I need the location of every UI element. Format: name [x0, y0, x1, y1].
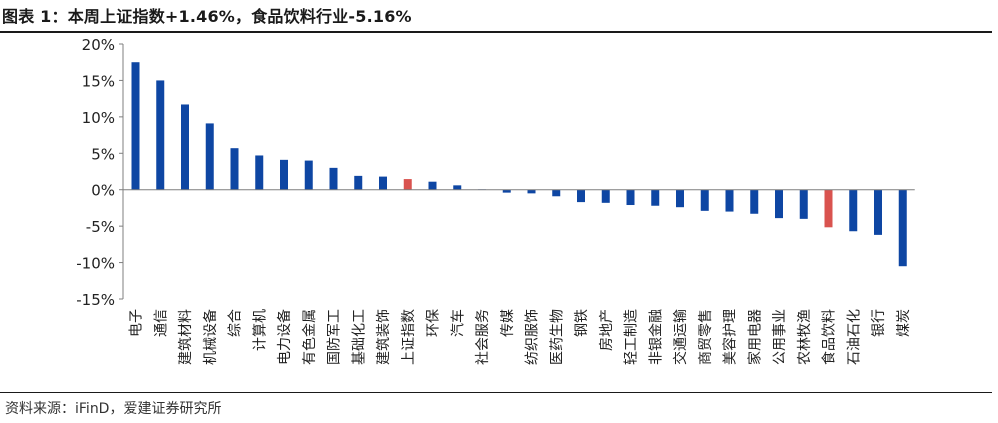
- y-tick-label: -15%: [76, 291, 115, 309]
- chart-title: 图表 1：本周上证指数+1.46%，食品饮料行业-5.16%: [2, 7, 412, 26]
- bar-15: [502, 189, 511, 193]
- bar-7: [304, 160, 313, 190]
- bar-16: [527, 189, 536, 194]
- bar-5: [255, 155, 264, 190]
- bar-1: [156, 80, 165, 190]
- bar-23: [700, 189, 709, 211]
- x-tick-label: 综合: [228, 309, 244, 337]
- y-axis: 20% 15% 10% 5% 0% -5% -10% -15%: [76, 36, 124, 309]
- x-tick-label: 环保: [426, 309, 442, 337]
- x-tick-label: 农林牧渔: [797, 309, 813, 365]
- x-tick-label: 轻工制造: [624, 309, 640, 365]
- x-tick-label: 电力设备: [276, 309, 293, 365]
- x-tick-label: 通信: [153, 309, 169, 337]
- x-tick-label: 汽车: [449, 309, 466, 337]
- bar-4: [230, 148, 239, 190]
- x-tick-label: 电子: [129, 309, 145, 337]
- y-tick-label: 10%: [82, 109, 115, 127]
- y-tick-label: 5%: [91, 145, 115, 163]
- x-tick-label: 纺织服饰: [525, 309, 541, 365]
- x-tick-label: 家用电器: [746, 309, 763, 365]
- x-tick-label: 商贸零售: [698, 309, 714, 365]
- bar-10: [379, 176, 387, 190]
- x-tick-label: 房地产: [599, 309, 615, 351]
- bar-11: [403, 179, 412, 190]
- x-axis-labels: 电子 通信 建筑材料 机械设备 综合 计算机 电力设备 有色金属 国防军工 基础化工 建筑装饰 上证指…: [129, 309, 912, 365]
- y-tick-label: 0%: [91, 182, 115, 200]
- x-tick-label: 国防军工: [327, 309, 343, 365]
- bar-27: [799, 189, 808, 219]
- x-tick-label: 建筑装饰: [376, 309, 392, 365]
- x-tick-label: 钢铁: [574, 309, 590, 337]
- x-tick-label: 计算机: [252, 309, 268, 351]
- bar-3: [205, 123, 214, 190]
- x-tick-label: 基础化工: [350, 309, 367, 365]
- x-tick-label: 石油石化: [846, 309, 862, 365]
- bar-8: [329, 167, 338, 190]
- x-tick-label: 食品饮料: [821, 309, 838, 365]
- bar-29: [849, 189, 858, 232]
- bar-28: [824, 189, 833, 228]
- title-rule: [0, 31, 992, 33]
- bar-6: [280, 159, 288, 190]
- y-tick-label: -10%: [76, 255, 115, 273]
- y-tick-label: 15%: [82, 72, 115, 90]
- x-tick-label: 社会服务: [475, 309, 491, 365]
- bar-9: [354, 175, 363, 190]
- bar-25: [750, 189, 759, 214]
- bar-26: [775, 189, 783, 219]
- bar-13: [453, 185, 462, 190]
- x-tick-label: 煤炭: [896, 309, 912, 337]
- x-tick-label: 有色金属: [301, 309, 318, 365]
- bar-19: [601, 189, 610, 203]
- x-tick-label: 传媒: [500, 309, 516, 337]
- x-tick-label: 银行: [871, 309, 887, 337]
- x-tick-label: 医药生物: [549, 309, 565, 365]
- x-tick-label: 非银金融: [648, 309, 664, 365]
- y-tick-label: -5%: [86, 218, 115, 236]
- bar-17: [552, 189, 561, 197]
- x-tick-label: 建筑材料: [178, 309, 194, 365]
- y-tick-label: 20%: [82, 36, 115, 54]
- x-tick-label: 机械设备: [202, 309, 219, 365]
- bar-12: [428, 181, 437, 190]
- bar-21: [651, 189, 660, 206]
- x-tick-label: 交通运输: [672, 309, 689, 365]
- bar-31: [898, 189, 907, 267]
- bar-30: [874, 189, 882, 235]
- bar-22: [676, 189, 684, 208]
- source-note: 资料来源：iFinD，爱建证券研究所: [5, 401, 222, 417]
- x-tick-label: 公用事业: [772, 309, 788, 365]
- bar-20: [626, 189, 635, 206]
- bar-0: [131, 62, 140, 190]
- footer-rule: [0, 392, 992, 393]
- bar-2: [181, 104, 189, 190]
- x-tick-label: 美容护理: [722, 309, 739, 365]
- bars: [131, 62, 907, 267]
- bar-18: [577, 189, 585, 203]
- x-tick-label: 上证指数: [401, 309, 417, 365]
- bar-24: [725, 189, 734, 212]
